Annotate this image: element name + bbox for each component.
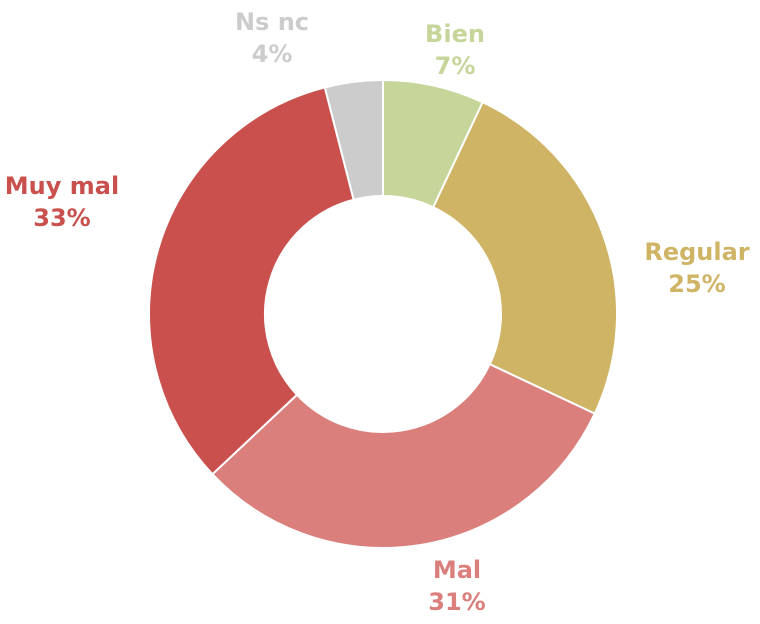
slice-regular	[431, 100, 618, 415]
value-label-ns-nc: 4%	[252, 40, 293, 68]
slice-mal	[211, 362, 597, 549]
label-mal: Mal	[433, 556, 481, 584]
value-label-muy-mal: 33%	[33, 204, 90, 232]
label-regular: Regular	[644, 238, 749, 266]
labels-group: Bien 7% Regular 25% Mal 31% Muy mal 33% Ns nc 4%	[5, 8, 750, 616]
slice-ns-nc	[323, 78, 384, 201]
value-label-regular: 25%	[668, 270, 725, 298]
value-label-mal: 31%	[428, 588, 485, 616]
value-label-bien: 7%	[435, 52, 476, 80]
label-bien: Bien	[425, 20, 485, 48]
slice-muy-mal	[148, 86, 355, 476]
label-muy-mal: Muy mal	[5, 172, 119, 200]
label-ns-nc: Ns nc	[235, 8, 309, 36]
slices-group	[148, 78, 618, 549]
